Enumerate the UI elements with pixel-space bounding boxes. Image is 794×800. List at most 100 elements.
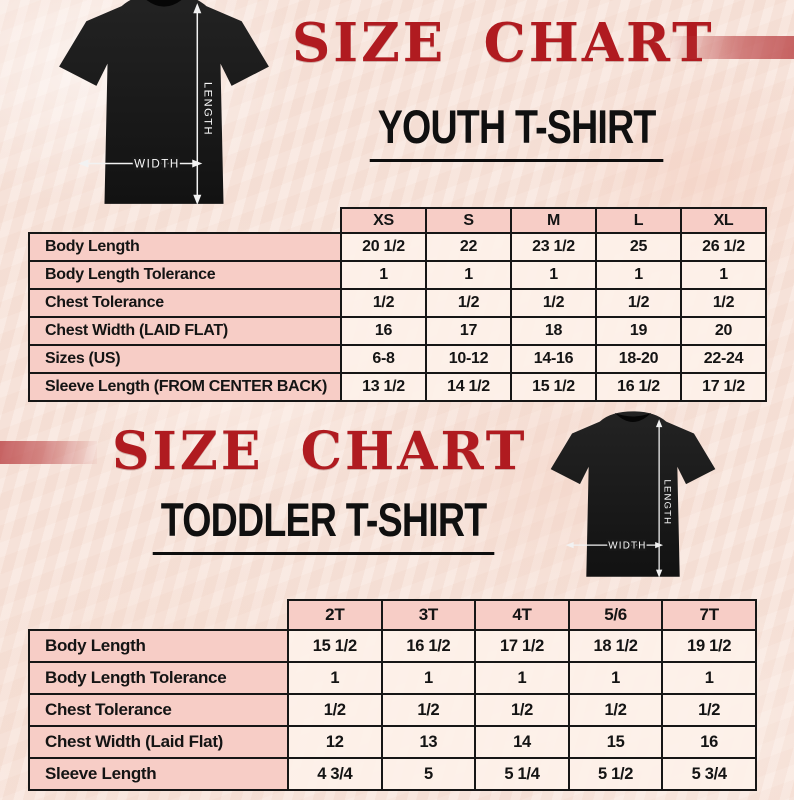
youth-subtitle: YOUTH T-SHIRT xyxy=(369,103,664,162)
value-cell: 1 xyxy=(567,661,664,695)
value-cell: 5 3/4 xyxy=(661,757,757,791)
value-cell: 20 1/2 xyxy=(340,232,427,262)
row-label-cell: Sleeve Length xyxy=(28,757,289,791)
column-header-cell: 3T xyxy=(380,599,477,631)
value-cell: 1/2 xyxy=(474,693,570,727)
decorative-gradient-bar-right xyxy=(670,36,794,59)
value-cell: 1 xyxy=(380,661,477,695)
row-label-cell: Body Length Tolerance xyxy=(28,661,289,695)
table-row: Body Length Tolerance 1 1 1 1 1 xyxy=(28,260,767,290)
column-header-cell: 4T xyxy=(474,599,570,631)
row-label-cell: Body Length xyxy=(28,232,342,262)
value-cell: 5 xyxy=(380,757,477,791)
column-header-cell: 2T xyxy=(287,599,383,631)
value-cell: 1/2 xyxy=(425,288,512,318)
measurement-arrows xyxy=(565,419,664,578)
value-cell: 16 xyxy=(661,725,757,759)
toddler-header-row: 2T 3T 4T 5/6 7T xyxy=(29,599,757,631)
toddler-size-table: 2T 3T 4T 5/6 7T Body Length 15 1/2 16 1/… xyxy=(28,599,757,791)
value-cell: 10-12 xyxy=(425,344,512,374)
value-cell: 1 xyxy=(510,260,597,290)
value-cell: 18 1/2 xyxy=(567,629,664,663)
value-cell: 22 xyxy=(425,232,512,262)
column-header-cell: XS xyxy=(340,207,427,234)
column-header-cell: S xyxy=(425,207,512,234)
value-cell: 20 xyxy=(680,316,767,346)
tshirt-body xyxy=(550,411,716,577)
value-cell: 19 xyxy=(595,316,682,346)
value-cell: 14 xyxy=(474,725,570,759)
value-cell: 1/2 xyxy=(287,693,383,727)
column-header-cell: 5/6 xyxy=(567,599,664,631)
youth-section-title: SIZE CHART xyxy=(292,12,715,74)
empty-corner-cell xyxy=(29,600,288,630)
table-row: Chest Tolerance 1/2 1/2 1/2 1/2 1/2 xyxy=(28,288,767,318)
value-cell: 18-20 xyxy=(595,344,682,374)
value-cell: 1 xyxy=(287,661,383,695)
value-cell: 1/2 xyxy=(680,288,767,318)
column-header-cell: XL xyxy=(680,207,767,234)
length-label: LENGTH xyxy=(662,480,673,526)
tshirt-body xyxy=(59,0,269,204)
value-cell: 1/2 xyxy=(661,693,757,727)
column-header-cell: 7T xyxy=(661,599,757,631)
column-header-cell: M xyxy=(510,207,597,234)
row-label-cell: Chest Tolerance xyxy=(28,693,289,727)
toddler-subtitle: TODDLER T-SHIRT xyxy=(152,496,495,555)
row-label-cell: Chest Width (Laid Flat) xyxy=(28,725,289,759)
column-header-cell: L xyxy=(595,207,682,234)
toddler-tshirt-image: LENGTH WIDTH xyxy=(550,411,716,578)
youth-tshirt-image: LENGTH WIDTH xyxy=(59,0,269,205)
value-cell: 1/2 xyxy=(595,288,682,318)
table-row: Sizes (US) 6-8 10-12 14-16 18-20 22-24 xyxy=(28,344,767,374)
value-cell: 18 xyxy=(510,316,597,346)
width-label: WIDTH xyxy=(608,540,646,551)
measurement-arrows xyxy=(78,3,203,205)
row-label-cell: Chest Tolerance xyxy=(28,288,342,318)
value-cell: 1 xyxy=(661,661,757,695)
width-label: WIDTH xyxy=(134,158,180,171)
table-row: Sleeve Length (FROM CENTER BACK) 13 1/2 … xyxy=(28,372,767,402)
row-label-cell: Sleeve Length (FROM CENTER BACK) xyxy=(28,372,342,402)
value-cell: 23 1/2 xyxy=(510,232,597,262)
value-cell: 1/2 xyxy=(340,288,427,318)
table-row: Body Length 20 1/2 22 23 1/2 25 26 1/2 xyxy=(28,232,767,262)
value-cell: 16 1/2 xyxy=(595,372,682,402)
value-cell: 13 1/2 xyxy=(340,372,427,402)
table-row: Body Length Tolerance 1 1 1 1 1 xyxy=(28,661,757,695)
value-cell: 15 xyxy=(567,725,664,759)
decorative-gradient-bar-left xyxy=(0,441,97,464)
value-cell: 16 xyxy=(340,316,427,346)
value-cell: 17 1/2 xyxy=(474,629,570,663)
tshirt-collar xyxy=(614,412,652,423)
table-row: Chest Width (Laid Flat) 12 13 14 15 16 xyxy=(28,725,757,759)
value-cell: 12 xyxy=(287,725,383,759)
value-cell: 1 xyxy=(595,260,682,290)
value-cell: 1/2 xyxy=(380,693,477,727)
table-row: Sleeve Length 4 3/4 5 5 1/4 5 1/2 5 3/4 xyxy=(28,757,757,791)
value-cell: 6-8 xyxy=(340,344,427,374)
value-cell: 1 xyxy=(474,661,570,695)
row-label-cell: Body Length xyxy=(28,629,289,663)
tshirt-collar xyxy=(146,0,182,7)
value-cell: 14 1/2 xyxy=(425,372,512,402)
value-cell: 13 xyxy=(380,725,477,759)
youth-header-row: XS S M L XL xyxy=(29,207,767,234)
row-label-cell: Body Length Tolerance xyxy=(28,260,342,290)
value-cell: 15 1/2 xyxy=(287,629,383,663)
length-label: LENGTH xyxy=(201,82,213,136)
row-label-cell: Chest Width (LAID FLAT) xyxy=(28,316,342,346)
value-cell: 19 1/2 xyxy=(661,629,757,663)
value-cell: 1/2 xyxy=(510,288,597,318)
value-cell: 17 1/2 xyxy=(680,372,767,402)
youth-size-table: XS S M L XL Body Length 20 1/2 22 23 1/2… xyxy=(28,207,767,402)
value-cell: 1 xyxy=(425,260,512,290)
value-cell: 5 1/2 xyxy=(567,757,664,791)
value-cell: 1 xyxy=(680,260,767,290)
value-cell: 16 1/2 xyxy=(380,629,477,663)
value-cell: 15 1/2 xyxy=(510,372,597,402)
value-cell: 22-24 xyxy=(680,344,767,374)
toddler-section-title: SIZE CHART xyxy=(112,421,528,482)
row-label-cell: Sizes (US) xyxy=(28,344,342,374)
